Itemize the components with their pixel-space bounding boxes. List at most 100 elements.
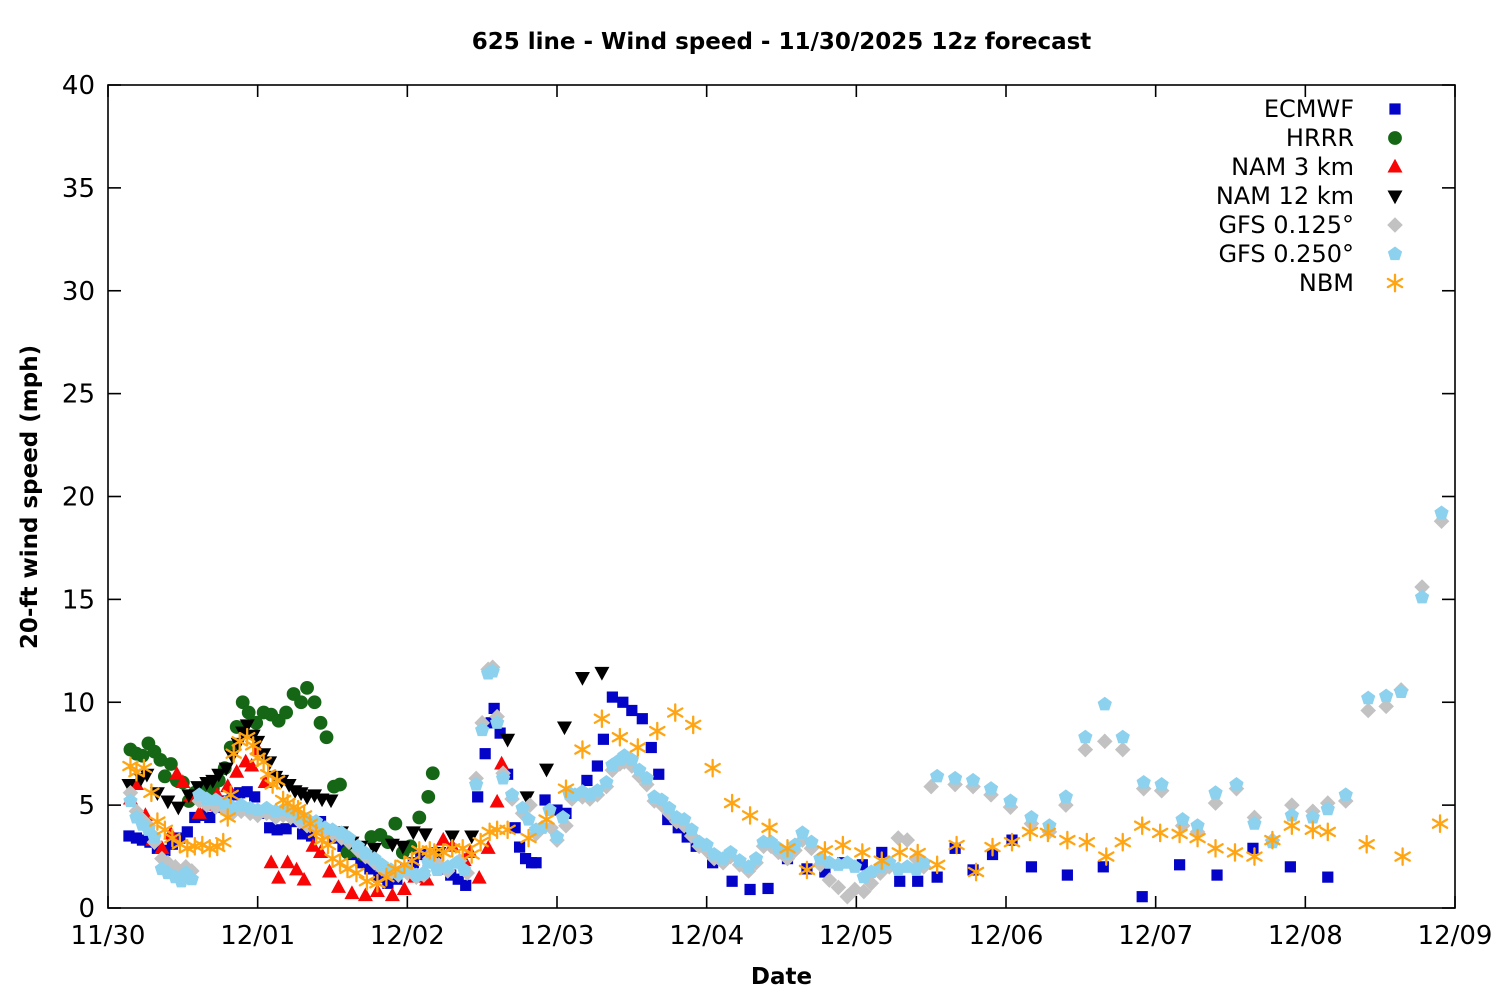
ecmwf-point: [653, 768, 665, 780]
gfs0250-series: [123, 505, 1449, 888]
nbm-point: [1358, 834, 1375, 854]
gfs0250-point: [662, 800, 677, 815]
nbm-point: [149, 812, 166, 831]
nbm-point: [1059, 830, 1076, 850]
ecmwf-point: [1097, 861, 1109, 873]
nbm-point: [967, 862, 985, 882]
gfs0250-point: [1338, 787, 1353, 801]
nam12km-point: [519, 791, 535, 806]
nbm-point: [1431, 814, 1449, 833]
nbm-point: [378, 867, 395, 887]
nam3km-point: [435, 831, 451, 846]
nam12km-point: [218, 762, 234, 777]
nbm-point: [1133, 816, 1151, 836]
ecmwf-point: [488, 702, 500, 715]
nam3km-point: [330, 879, 346, 893]
nam3km-point: [357, 887, 373, 902]
nam12km-series: [121, 666, 610, 861]
nam3km-point: [489, 793, 505, 808]
gfs0250-point: [1379, 688, 1394, 703]
hrrr-point: [300, 680, 314, 695]
nbm-point: [520, 828, 537, 848]
gfs0250-point: [1305, 809, 1320, 824]
x-tick-label: 12/05: [819, 921, 894, 951]
nbm-point: [222, 785, 239, 805]
gfs0125-point: [191, 793, 208, 809]
nbm-point: [1078, 832, 1096, 852]
hrrr-point: [163, 757, 178, 771]
gfs0250-point: [1393, 684, 1409, 699]
gfs0250-point: [654, 792, 669, 807]
nbm-point: [798, 860, 816, 880]
nbm-point: [313, 830, 331, 850]
nbm-point: [629, 738, 647, 757]
ecmwf-point: [626, 704, 638, 717]
gfs0250-point: [947, 770, 963, 785]
gfs0250-point: [699, 837, 714, 852]
nbm-point: [143, 783, 160, 803]
nbm-point: [873, 851, 891, 871]
ecmwf-point: [452, 873, 464, 885]
ecmwf-point: [606, 691, 618, 703]
ecmwf-point: [280, 823, 292, 835]
nbm-point: [331, 853, 349, 873]
ecmwf-point: [581, 774, 593, 787]
ecmwf-point: [894, 875, 906, 887]
gfs0250-point: [624, 752, 639, 766]
ecmwf-point: [296, 828, 309, 840]
gfs0250-point: [1115, 729, 1130, 744]
ecmwf-point: [1322, 871, 1334, 883]
nbm-point: [122, 756, 139, 776]
ecmwf-point: [494, 727, 506, 739]
hrrr-point: [249, 715, 264, 730]
ecmwf-point: [819, 866, 831, 878]
legend-item-nam3km: NAM 3 km: [1216, 152, 1412, 181]
nbm-point: [557, 779, 575, 799]
gfs0125-point: [1114, 741, 1131, 758]
nbm-point: [574, 740, 591, 759]
gfs0125-point: [983, 787, 999, 803]
gfs0250-point: [490, 715, 505, 729]
ecmwf-point: [472, 791, 484, 803]
gfs0250-point: [1208, 785, 1223, 799]
nam12km-point: [160, 795, 176, 810]
nbm-point: [779, 838, 796, 858]
nbm-point: [723, 793, 741, 813]
hrrr-point: [388, 816, 403, 831]
ecmwf-point: [479, 748, 491, 760]
legend-item-nam12km: NAM 12 km: [1216, 181, 1412, 210]
legend-item-gfs0250: GFS 0.250°: [1216, 239, 1412, 268]
nbm-point: [268, 771, 286, 790]
nbm-point: [164, 828, 181, 848]
gfs0250-point: [632, 762, 647, 777]
ecmwf-point: [912, 875, 924, 887]
y-tick-label: 15: [62, 585, 95, 615]
gfs0250-point: [555, 809, 571, 824]
y-tick-label: 40: [62, 71, 95, 101]
nbm-point: [244, 736, 262, 755]
nbm-point: [1114, 832, 1131, 852]
gfs0250-point: [590, 783, 605, 797]
nam12km-point: [500, 733, 516, 748]
nbm-point: [891, 843, 908, 862]
gfs0250-point: [930, 768, 945, 783]
ecmwf-point: [530, 857, 542, 869]
hrrr-point: [241, 705, 256, 720]
gfs0250-point: [983, 781, 999, 795]
gfs0250-point: [1024, 809, 1039, 824]
nbm-point: [684, 715, 702, 735]
legend-label-ecmwf: ECMWF: [1263, 94, 1354, 123]
nam12km-point: [121, 779, 137, 793]
ecmwf-point: [726, 875, 738, 887]
nbm-point: [1319, 822, 1337, 842]
nam3km-point: [128, 776, 144, 791]
nam12km-point: [556, 721, 572, 736]
gfs0125-point: [1378, 698, 1394, 715]
nam12km-point: [444, 830, 460, 845]
x-tick-label: 12/01: [220, 921, 295, 951]
nbm-point: [219, 808, 236, 827]
ecmwf-point: [539, 794, 551, 806]
gfs0250-point: [599, 774, 614, 789]
